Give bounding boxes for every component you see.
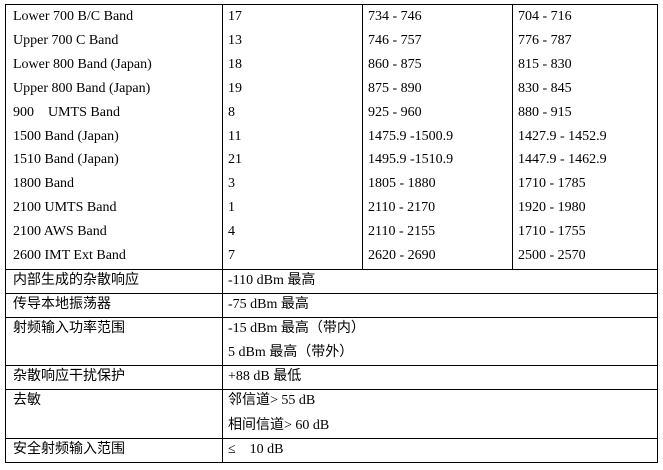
border [222,4,223,463]
cell-text: 746 - 757 [368,32,422,48]
cell-text: 815 - 830 [518,56,572,72]
cell-text: Upper 700 C Band [13,32,119,48]
border [5,4,6,463]
cell-text: 19 [228,80,242,96]
border [5,461,658,463]
cell-text: Upper 800 Band (Japan) [13,80,151,96]
cell-text: 1920 - 1980 [518,200,586,216]
cell-text: 704 - 716 [518,9,572,24]
border [5,268,658,270]
cell-text: Lower 700 B/C Band [13,9,134,24]
cell-text: 1 [228,200,235,216]
cell-text: 1495.9 -1510.9 [368,152,454,168]
cell-text: 17 [228,9,242,24]
row-value: 相间信道> 60 dB [228,417,330,433]
cell-text: 2100 AWS Band [13,224,107,240]
cell-text: 2100 UMTS Band [13,200,117,216]
row-value: -110 dBm 最高 [228,272,316,288]
row-label: 去敏 [13,393,41,409]
border [657,4,658,463]
cell-text: 7 [228,248,235,263]
cell-text: 2600 IMT Ext Band [13,248,126,263]
cell-text: 734 - 746 [368,9,422,24]
cell-text: 1447.9 - 1462.9 [518,152,607,168]
cell-text: 1800 Band [13,176,75,192]
cell-text: 2110 - 2170 [368,200,436,216]
cell-text: 1500 Band (Japan) [13,128,119,144]
row-value: -15 dBm 最高（带内） [228,320,365,336]
cell-text: 1710 - 1755 [518,224,586,240]
row-label: 传导本地振荡器 [13,296,111,312]
cell-text: 8 [228,104,235,120]
border [512,4,513,269]
border [362,4,363,269]
cell-text: 11 [228,128,242,144]
cell-text: 860 - 875 [368,56,422,72]
border [5,437,658,439]
cell-text: 1427.9 - 1452.9 [518,128,607,144]
row-label: 杂散响应干扰保护 [13,369,125,385]
row-label: 内部生成的杂散响应 [13,272,139,288]
cell-text: 4 [228,224,235,240]
cell-text: 2500 - 2570 [518,248,586,263]
cell-text: 1805 - 1880 [368,176,436,192]
row-value: +88 dB 最低 [228,369,302,385]
cell-text: 21 [228,152,242,168]
cell-text: 925 - 960 [368,104,422,120]
border [5,389,658,391]
cell-text: 880 - 915 [518,104,572,120]
border [5,316,658,318]
cell-text: 875 - 890 [368,80,422,96]
row-value: 5 dBm 最高（带外） [228,345,354,361]
row-value: ≤ 10 dB [228,441,284,457]
border [5,365,658,367]
row-label: 射频输入功率范围 [13,320,125,336]
cell-text: 3 [228,176,235,192]
cell-text: 1475.9 -1500.9 [368,128,454,144]
cell-text: 2620 - 2690 [368,248,436,263]
row-label: 安全射频输入范围 [13,441,125,457]
cell-text: 1510 Band (Japan) [13,152,119,168]
cell-text: 1710 - 1785 [518,176,586,192]
cell-text: 830 - 845 [518,80,572,96]
cell-text: 2110 - 2155 [368,224,436,240]
cell-text: 18 [228,56,242,72]
row-value: 邻信道> 55 dB [228,393,316,409]
border [5,4,658,5]
row-value: -75 dBm 最高 [228,296,309,312]
border [5,292,658,294]
cell-text: Lower 800 Band (Japan) [13,56,152,72]
cell-text: 900 UMTS Band [13,104,120,120]
cell-text: 776 - 787 [518,32,572,48]
cell-text: 13 [228,32,242,48]
